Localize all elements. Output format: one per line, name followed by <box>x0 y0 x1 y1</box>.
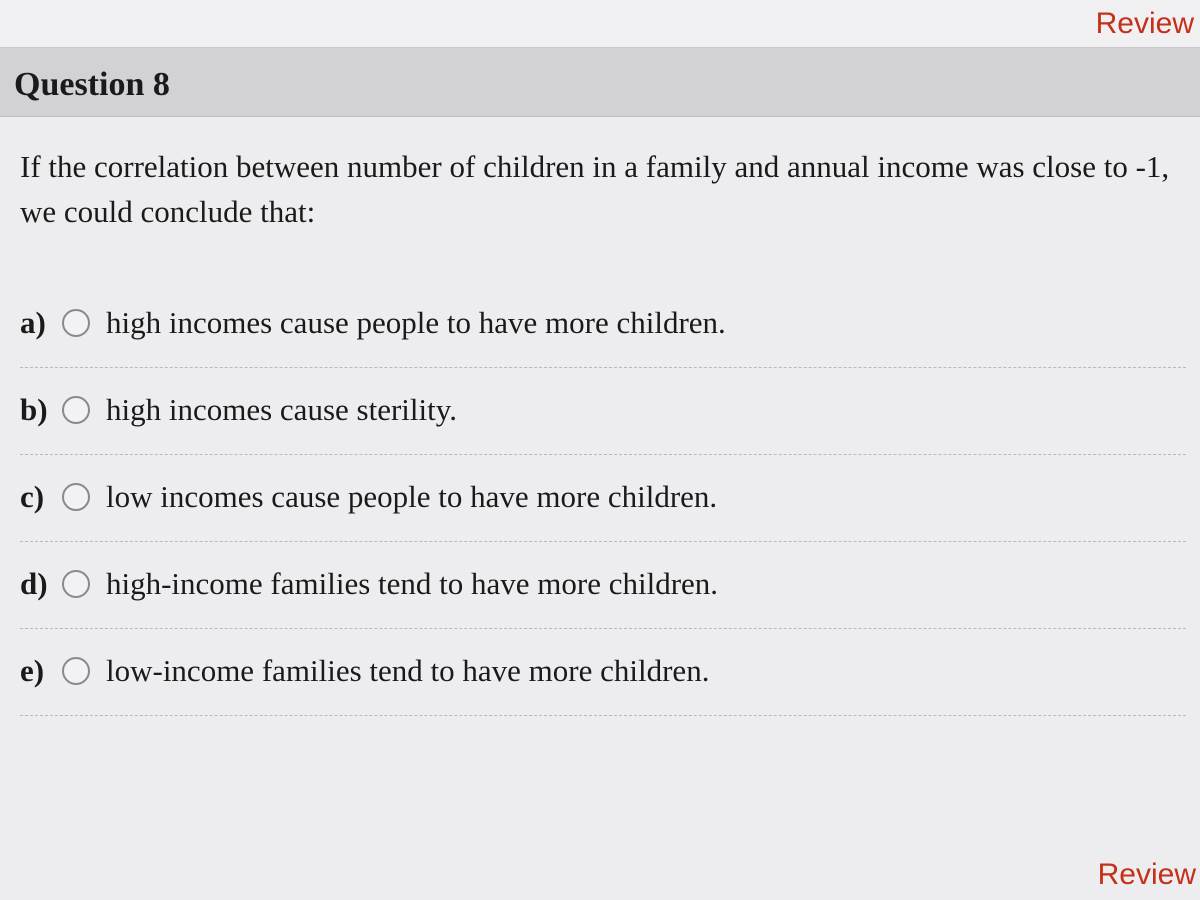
option-text: low incomes cause people to have more ch… <box>106 479 717 515</box>
top-bar: Review <box>0 0 1200 48</box>
radio-icon[interactable] <box>62 570 90 598</box>
question-prompt: If the correlation between number of chi… <box>20 145 1186 235</box>
quiz-container: Review Question 8 If the correlation bet… <box>0 0 1200 900</box>
question-title: Question 8 <box>14 66 1186 104</box>
option-b[interactable]: b) high incomes cause sterility. <box>20 368 1186 455</box>
option-text: high-income families tend to have more c… <box>106 566 718 602</box>
question-header: Question 8 <box>0 48 1200 117</box>
question-body: If the correlation between number of chi… <box>0 117 1200 724</box>
option-letter: e) <box>20 653 62 689</box>
bottom-bar: Review <box>1094 850 1200 900</box>
option-d[interactable]: d) high-income families tend to have mor… <box>20 542 1186 629</box>
option-letter: a) <box>20 305 62 341</box>
option-letter: d) <box>20 566 62 602</box>
radio-icon[interactable] <box>62 396 90 424</box>
option-a[interactable]: a) high incomes cause people to have mor… <box>20 281 1186 368</box>
option-text: high incomes cause sterility. <box>106 392 457 428</box>
radio-icon[interactable] <box>62 483 90 511</box>
option-e[interactable]: e) low-income families tend to have more… <box>20 629 1186 716</box>
radio-icon[interactable] <box>62 657 90 685</box>
option-letter: c) <box>20 479 62 515</box>
option-c[interactable]: c) low incomes cause people to have more… <box>20 455 1186 542</box>
option-letter: b) <box>20 392 62 428</box>
option-text: low-income families tend to have more ch… <box>106 653 709 689</box>
review-link-top[interactable]: Review <box>1096 7 1194 41</box>
review-link-bottom[interactable]: Review <box>1098 858 1196 891</box>
option-text: high incomes cause people to have more c… <box>106 305 726 341</box>
radio-icon[interactable] <box>62 309 90 337</box>
